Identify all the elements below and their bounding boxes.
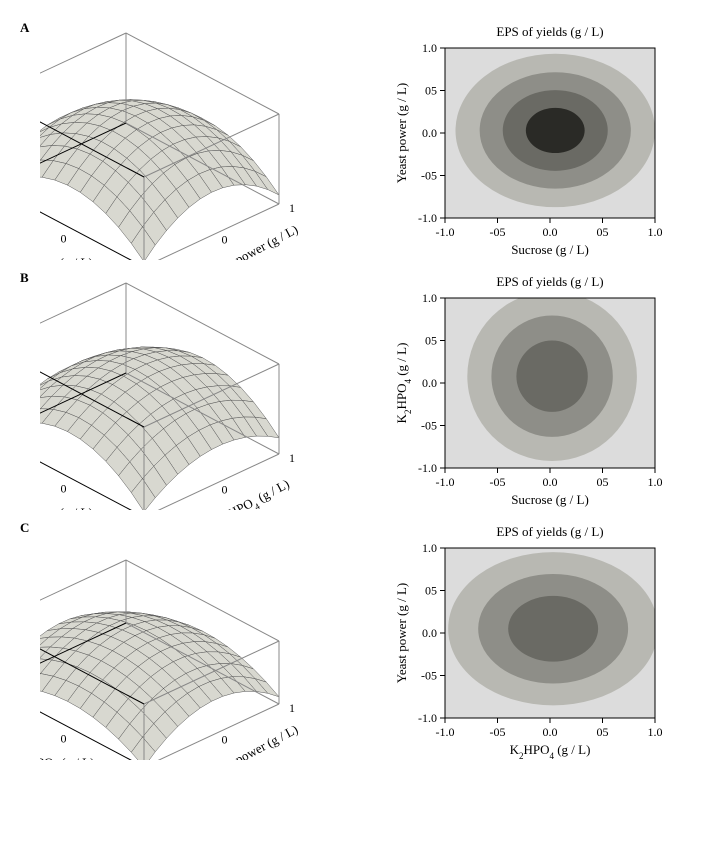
svg-text:1.0: 1.0 bbox=[648, 475, 663, 489]
svg-text:EPS of yields (g / L): EPS of yields (g / L) bbox=[496, 24, 603, 39]
svg-text:1.0: 1.0 bbox=[422, 41, 437, 55]
surface-chart: 468-101-101EPS of yields (g / L)Sucrose … bbox=[40, 270, 360, 510]
svg-text:-05: -05 bbox=[421, 419, 437, 433]
svg-text:05: 05 bbox=[597, 725, 609, 739]
contour-chart: EPS of yields (g / L) -1.0 -05 0.0 05 1.0 -1.0… bbox=[390, 270, 670, 510]
svg-text:Sucrose (g / L): Sucrose (g / L) bbox=[40, 505, 93, 510]
panel-label: B bbox=[20, 270, 40, 286]
svg-text:Yeast power (g / L): Yeast power (g / L) bbox=[394, 583, 409, 684]
svg-text:K2HPO4 (g / L): K2HPO4 (g / L) bbox=[394, 343, 413, 424]
svg-text:0.0: 0.0 bbox=[543, 225, 558, 239]
contour-chart: EPS of yields (g / L) -1.0 -05 0.0 05 1.0 -1.0… bbox=[390, 520, 670, 760]
panel-label: C bbox=[20, 520, 40, 536]
svg-text:0.0: 0.0 bbox=[422, 126, 437, 140]
svg-text:0.0: 0.0 bbox=[543, 475, 558, 489]
svg-text:1: 1 bbox=[289, 201, 295, 215]
svg-text:-1.0: -1.0 bbox=[436, 475, 455, 489]
svg-text:-1.0: -1.0 bbox=[436, 225, 455, 239]
svg-text:Sucrose (g / L): Sucrose (g / L) bbox=[511, 242, 589, 257]
svg-text:-1.0: -1.0 bbox=[436, 725, 455, 739]
svg-text:0: 0 bbox=[61, 232, 67, 246]
svg-text:0.0: 0.0 bbox=[422, 626, 437, 640]
svg-text:EPS of yields (g / L): EPS of yields (g / L) bbox=[496, 524, 603, 539]
surface-chart: 5678-101-101EPS of yields (g / L)K2HPO4 … bbox=[40, 520, 360, 760]
svg-text:05: 05 bbox=[597, 475, 609, 489]
svg-text:EPS of yields (g / L): EPS of yields (g / L) bbox=[496, 274, 603, 289]
svg-text:Yeast power (g / L): Yeast power (g / L) bbox=[205, 221, 301, 260]
svg-text:05: 05 bbox=[597, 225, 609, 239]
svg-text:-1.0: -1.0 bbox=[418, 711, 437, 725]
svg-text:05: 05 bbox=[425, 584, 437, 598]
svg-text:0: 0 bbox=[61, 732, 67, 746]
svg-text:0: 0 bbox=[222, 233, 228, 247]
svg-text:-1.0: -1.0 bbox=[418, 211, 437, 225]
svg-text:-05: -05 bbox=[421, 669, 437, 683]
svg-text:0: 0 bbox=[61, 482, 67, 496]
panel-label: A bbox=[20, 20, 40, 36]
svg-text:1.0: 1.0 bbox=[422, 541, 437, 555]
panel-row-b: B468-101-101EPS of yields (g / L)Sucrose… bbox=[20, 270, 688, 510]
svg-text:0: 0 bbox=[222, 733, 228, 747]
contour-chart: EPS of yields (g / L) -1.0 -05 0.0 05 1.0 -1.0… bbox=[390, 20, 670, 260]
panel-row-c: C5678-101-101EPS of yields (g / L)K2HPO4… bbox=[20, 520, 688, 760]
svg-text:K2HPO4 (g / L): K2HPO4 (g / L) bbox=[40, 755, 94, 760]
svg-text:1.0: 1.0 bbox=[422, 291, 437, 305]
svg-text:1.0: 1.0 bbox=[648, 725, 663, 739]
surface-chart: 468-101-101EPS of yields (g / L)Sucrose … bbox=[40, 20, 360, 260]
svg-text:1: 1 bbox=[289, 701, 295, 715]
svg-text:1.0: 1.0 bbox=[648, 225, 663, 239]
svg-text:0.0: 0.0 bbox=[422, 376, 437, 390]
svg-text:-1.0: -1.0 bbox=[418, 461, 437, 475]
svg-text:05: 05 bbox=[425, 84, 437, 98]
svg-text:0: 0 bbox=[222, 483, 228, 497]
svg-text:0.0: 0.0 bbox=[543, 725, 558, 739]
svg-text:1: 1 bbox=[289, 451, 295, 465]
svg-text:Yeast power (g / L): Yeast power (g / L) bbox=[394, 83, 409, 184]
panel-row-a: A468-101-101EPS of yields (g / L)Sucrose… bbox=[20, 20, 688, 260]
svg-text:-05: -05 bbox=[490, 225, 506, 239]
svg-text:05: 05 bbox=[425, 334, 437, 348]
svg-text:-05: -05 bbox=[490, 725, 506, 739]
svg-text:-05: -05 bbox=[490, 475, 506, 489]
svg-text:-05: -05 bbox=[421, 169, 437, 183]
svg-text:Sucrose (g / L): Sucrose (g / L) bbox=[40, 255, 93, 260]
svg-text:K2HPO4 (g / L): K2HPO4 (g / L) bbox=[510, 742, 591, 760]
svg-text:Yeast power (g / L): Yeast power (g / L) bbox=[205, 721, 301, 760]
svg-text:Sucrose (g / L): Sucrose (g / L) bbox=[511, 492, 589, 507]
